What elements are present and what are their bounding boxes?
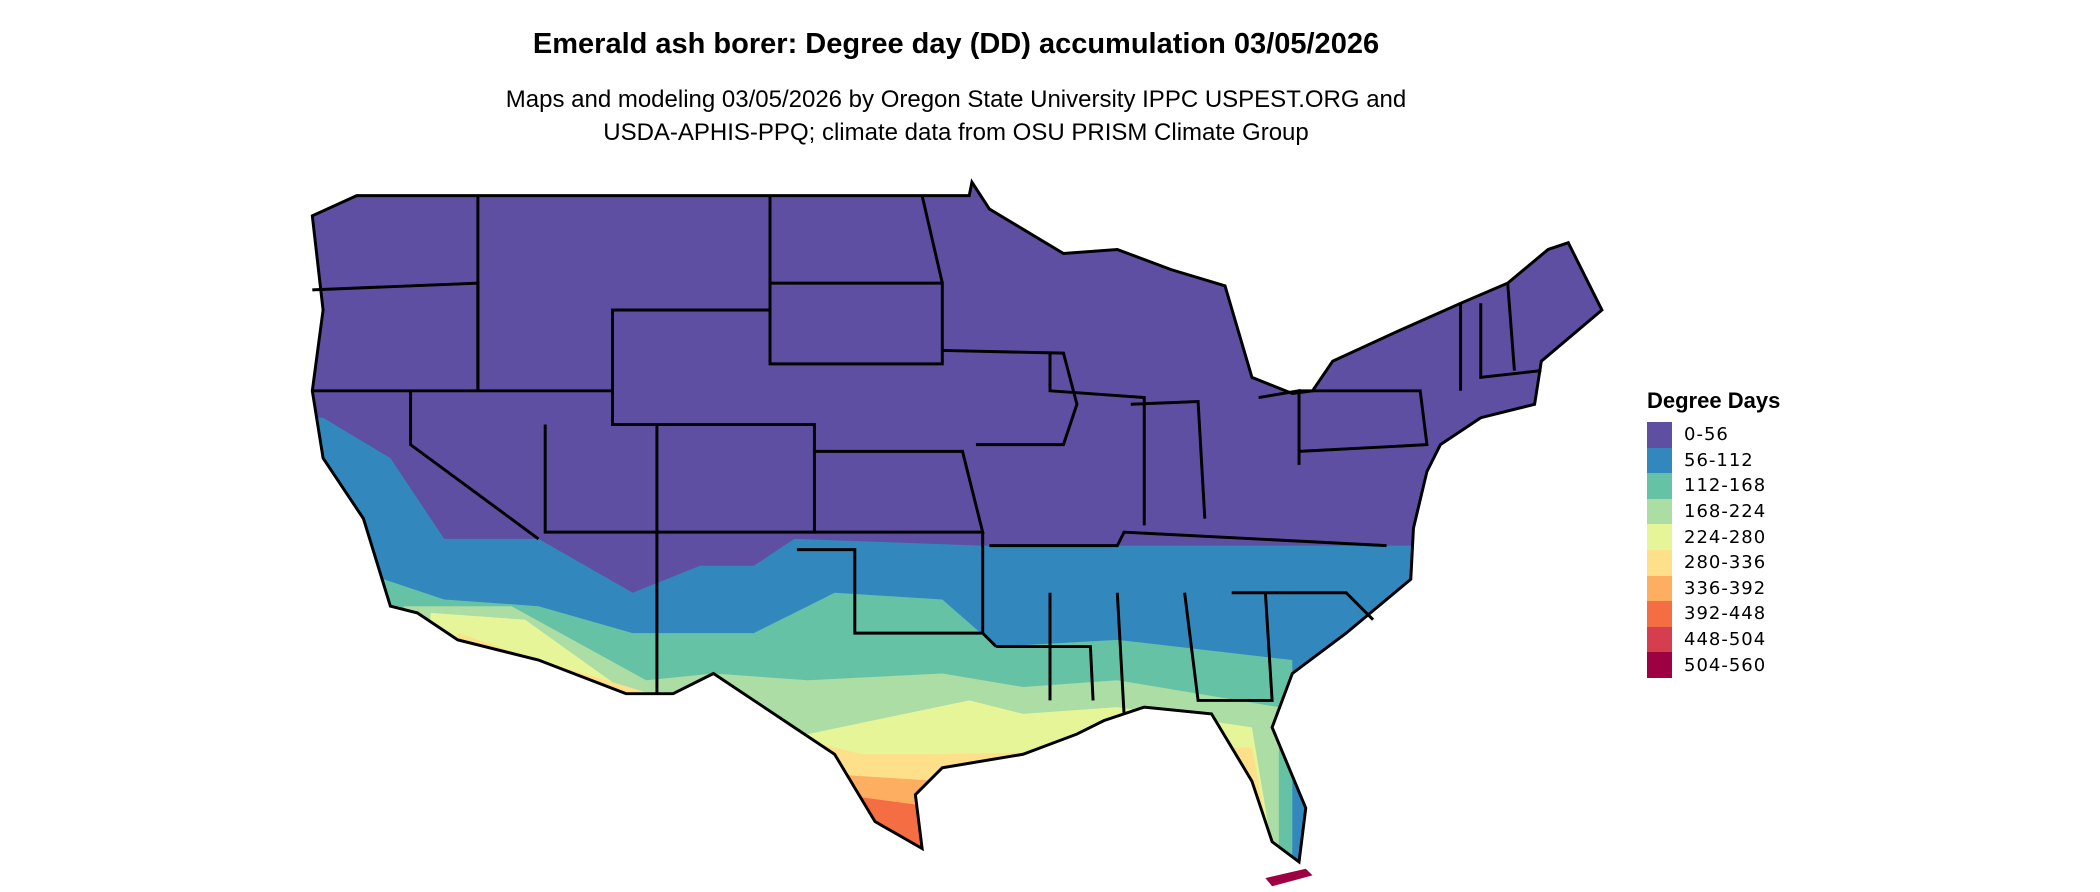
- legend-swatch: [1647, 626, 1672, 653]
- legend-swatch: [1647, 473, 1672, 499]
- legend-label: 504-560: [1684, 654, 1767, 676]
- map-subtitle-line1: Maps and modeling 03/05/2026 by Oregon S…: [505, 86, 1407, 113]
- legend-swatch: [1647, 524, 1672, 550]
- legend-item: 280-336: [1647, 549, 1780, 576]
- legend-item: 0-56: [1647, 422, 1780, 448]
- legend-item: 504-560: [1647, 652, 1780, 678]
- legend-label: 448-504: [1684, 629, 1767, 651]
- legend-swatch: [1647, 652, 1672, 678]
- degree-day-raster: [312, 182, 1602, 862]
- state-borders: [310, 180, 1604, 864]
- legend-label: 224-280: [1684, 526, 1767, 548]
- legend-item: 224-280: [1647, 524, 1780, 550]
- legend-label: 56-112: [1684, 449, 1754, 471]
- map-subtitle-line2: USDA-APHIS-PPQ; climate data from OSU PR…: [603, 119, 1309, 146]
- legend-item: 448-504: [1647, 626, 1780, 653]
- map-title: Emerald ash borer: Degree day (DD) accum…: [532, 28, 1380, 60]
- legend-swatch: [1647, 549, 1672, 576]
- legend-label: 336-392: [1684, 577, 1767, 599]
- legend-label: 168-224: [1684, 501, 1767, 523]
- legend-label: 112-168: [1684, 475, 1767, 497]
- legend-swatch: [1647, 498, 1672, 525]
- legend-item: 336-392: [1647, 575, 1780, 602]
- legend-item: 168-224: [1647, 498, 1780, 525]
- legend-label: 280-336: [1684, 552, 1767, 574]
- legend-item: 392-448: [1647, 601, 1780, 627]
- legend-swatch: [1647, 575, 1672, 602]
- legend-swatch: [1647, 601, 1672, 627]
- legend-swatch: [1647, 447, 1672, 474]
- legend: Degree Days 0-56 56-112 112-168 168-224 224-…: [1647, 388, 1780, 678]
- legend-label: 392-448: [1684, 603, 1767, 625]
- legend-title: Degree Days: [1647, 388, 1781, 413]
- legend-label: 0-56: [1684, 424, 1729, 446]
- zone-504-560-keys: [1265, 868, 1313, 887]
- zone-0-56: [312, 182, 1602, 862]
- legend-item: 112-168: [1647, 473, 1780, 499]
- legend-swatch: [1647, 422, 1672, 448]
- legend-item: 56-112: [1647, 447, 1780, 474]
